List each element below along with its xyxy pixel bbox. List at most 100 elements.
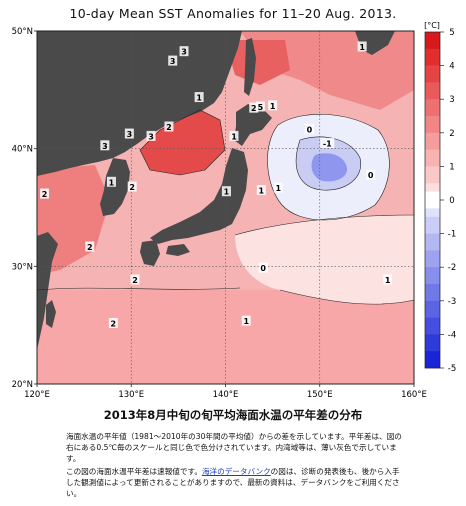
contour-label-bg bbox=[194, 92, 204, 103]
contour-label-bg bbox=[366, 169, 376, 180]
lat-tick-label: 50°N bbox=[12, 27, 33, 37]
land-hokkaido bbox=[234, 104, 272, 146]
land-shikoku bbox=[166, 244, 190, 256]
contour-lines bbox=[37, 109, 414, 305]
contour-label: 1 bbox=[385, 276, 391, 285]
land-sakhalin bbox=[244, 38, 256, 96]
neutral-central-region bbox=[235, 215, 414, 305]
note-2-text-after-link: の図は、诊断の発表後も、後から入手した観測値によって更新されることがありますので… bbox=[66, 467, 400, 498]
note-paragraph-2: この図の海面水温平年差は速報値です。海洋のデータバンクの図は、诊断の発表後も、後… bbox=[66, 466, 406, 499]
colorbar-tick-label: 1 bbox=[449, 162, 454, 172]
lon-tick-label: 160°E bbox=[401, 390, 427, 400]
lon-tick-label: 150°E bbox=[307, 390, 333, 400]
contour-label-bg bbox=[164, 121, 174, 132]
contour-label: 1 bbox=[231, 132, 237, 141]
contour-label: 1 bbox=[359, 43, 365, 52]
contour-label: 1 bbox=[224, 188, 230, 197]
contour-label-bg bbox=[229, 130, 239, 141]
colorbar-swatch bbox=[425, 48, 440, 66]
colorbar-tick-label: 0 bbox=[449, 196, 454, 206]
land-taiwan bbox=[46, 300, 56, 328]
colorbar-swatch bbox=[425, 334, 440, 352]
colorbar-unit: [°C] bbox=[424, 21, 440, 30]
colorbar-tick-label: 4 bbox=[449, 62, 454, 72]
contour-label-bg bbox=[304, 123, 314, 134]
contour-label: 0 bbox=[307, 125, 313, 134]
contour-label-bg bbox=[268, 100, 278, 111]
contour-label-bg bbox=[258, 262, 268, 273]
colorbar-swatch bbox=[425, 116, 440, 134]
contour-label: 2 bbox=[111, 319, 117, 328]
colorbar-tick-label: -5 bbox=[448, 364, 456, 374]
contour-label: 2 bbox=[129, 183, 135, 192]
colorbar-swatch bbox=[425, 166, 440, 184]
contour-label-bg bbox=[256, 185, 266, 196]
contour-label: 1 bbox=[243, 317, 249, 326]
colorbar-tick-label: 2 bbox=[449, 129, 454, 139]
colorbar-swatch bbox=[425, 99, 440, 117]
colorbar-swatch bbox=[425, 149, 440, 167]
note-paragraph-1: 海面水温の平年値（1981～2010年の30年間の平均値）からの差を示しています… bbox=[66, 432, 402, 463]
land-kyushu bbox=[140, 240, 160, 266]
colorbar-swatch bbox=[425, 250, 440, 268]
lat-tick-label: 30°N bbox=[12, 262, 33, 272]
contour-label-bg bbox=[108, 317, 118, 328]
okhotsk-warm-region bbox=[225, 40, 290, 85]
lon-tick-label: 140°E bbox=[213, 390, 239, 400]
contour-label: 3 bbox=[181, 48, 187, 57]
contour-label-bg bbox=[221, 186, 231, 197]
contour-label: 3 bbox=[127, 130, 133, 139]
contour-label: 0 bbox=[260, 264, 266, 273]
colorbar-swatch bbox=[425, 32, 440, 50]
land-korean-peninsula bbox=[100, 158, 130, 216]
contour-label-bg bbox=[320, 137, 335, 148]
colorbar-swatch bbox=[425, 284, 440, 302]
colorbar-swatch bbox=[425, 132, 440, 150]
colorbar-swatch bbox=[425, 216, 440, 234]
note-2-text-before-link: この図の海面水温平年差は速報値です。 bbox=[66, 467, 202, 476]
colorbar-tick-label: -1 bbox=[448, 230, 456, 240]
land-asian-mainland bbox=[37, 31, 242, 176]
sea-of-japan-warm-region bbox=[140, 110, 225, 175]
contour-label: 1 bbox=[196, 94, 202, 103]
contour-label-bg bbox=[168, 55, 178, 66]
land-honshu bbox=[150, 148, 248, 244]
contour-label: 0 bbox=[368, 171, 374, 180]
colorbar-swatch bbox=[425, 317, 440, 335]
colorbar: [°C] 5 4 3 2 1 0 -1 -2 -3 -4 -5 bbox=[424, 21, 456, 374]
contour-label-bg bbox=[100, 140, 110, 151]
contour-label-bg bbox=[357, 41, 367, 52]
contour-label: 3 bbox=[102, 142, 108, 151]
colorbar-swatch bbox=[425, 300, 440, 318]
contour-label: 1 bbox=[270, 102, 276, 111]
contour-label: -1 bbox=[323, 139, 332, 148]
contour-label: 5 bbox=[258, 103, 264, 112]
colorbar-swatch bbox=[425, 82, 440, 100]
contour-label-bg bbox=[124, 128, 134, 139]
strong-cool-spot bbox=[311, 153, 348, 182]
colorbar-swatch bbox=[425, 233, 440, 251]
colorbar-ticks: 5 4 3 2 1 0 -1 -2 -3 -4 -5 bbox=[440, 28, 456, 374]
contour-label-bg bbox=[255, 101, 265, 112]
contour-label: 2 bbox=[132, 276, 138, 285]
colorbar-tick-label: 3 bbox=[449, 95, 454, 105]
colorbar-swatches bbox=[425, 32, 440, 369]
lon-tick-label: 120°E bbox=[24, 390, 50, 400]
land-china-coast bbox=[37, 232, 58, 350]
colorbar-swatch bbox=[425, 267, 440, 285]
contour-label: 1 bbox=[109, 178, 115, 187]
contour-label: 1 bbox=[275, 184, 281, 193]
colorbar-tick-label: -2 bbox=[448, 263, 456, 273]
colorbar-swatch bbox=[425, 65, 440, 83]
contour-label-bg bbox=[179, 46, 189, 57]
colorbar-tick-label: -3 bbox=[448, 297, 456, 307]
contour-label: 1 bbox=[259, 187, 265, 196]
contour-label-bg bbox=[127, 181, 137, 192]
data-bank-link[interactable]: 海洋のデータバンク bbox=[201, 467, 271, 476]
contour-label: 2 bbox=[42, 190, 48, 199]
contour-label-bg bbox=[383, 274, 393, 285]
lat-tick-label: 40°N bbox=[12, 145, 33, 155]
lon-tick-label: 130°E bbox=[118, 390, 144, 400]
